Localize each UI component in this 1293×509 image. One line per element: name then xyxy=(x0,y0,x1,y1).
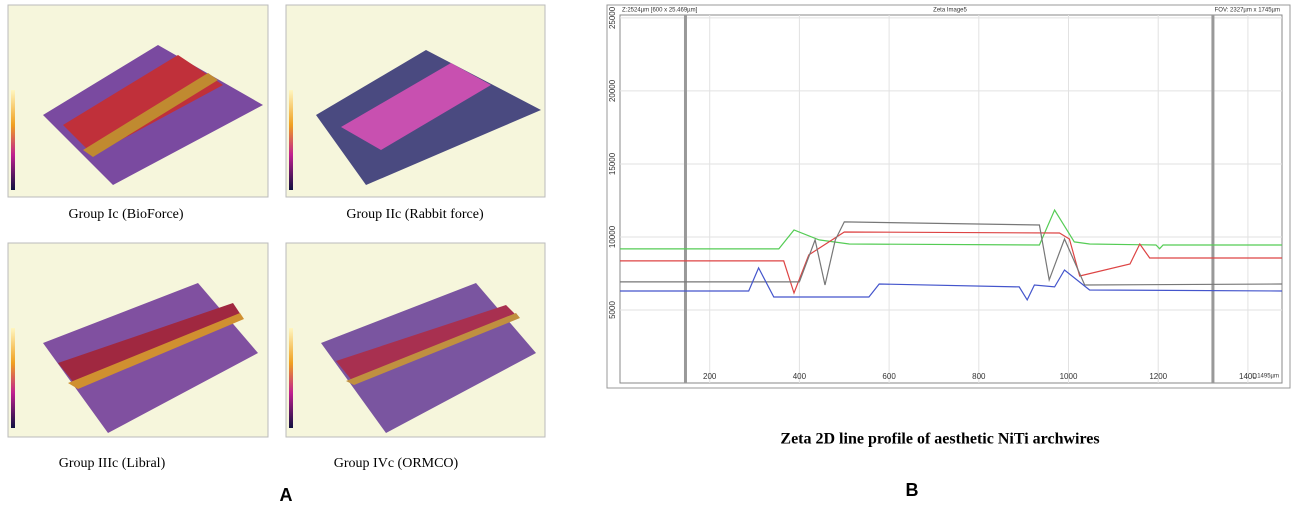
x-tick-label: 1200 xyxy=(1149,372,1167,381)
panel-label: B xyxy=(906,480,919,500)
surface-image xyxy=(286,5,545,197)
x-tick-label: 200 xyxy=(703,372,717,381)
caption: Group Ic (BioForce) xyxy=(68,207,183,222)
page: {"panel_a": {"label": "A", "captions": [… xyxy=(0,0,1293,509)
caption: Zeta 2D line profile of aesthetic NiTi a… xyxy=(780,431,1099,448)
surface-image xyxy=(286,243,545,437)
y-tick-label: 5000 xyxy=(608,301,617,319)
panel-label: A xyxy=(280,485,293,505)
figure: Group Ic (BioForce) Group IIc (Rabbit fo… xyxy=(0,0,1293,509)
x-tick-label: 1000 xyxy=(1060,372,1078,381)
x-tick-label: 400 xyxy=(793,372,807,381)
y-tick-label: 15000 xyxy=(608,152,617,175)
x-tick-label: 600 xyxy=(882,372,896,381)
surface-image xyxy=(8,5,268,197)
x-tick-label: 1400 xyxy=(1239,372,1257,381)
header-right: FOV: 2327µm x 1745µm xyxy=(1215,8,1280,14)
y-tick-label: 20000 xyxy=(608,79,617,102)
header-left: Z:2524µm [600 x 25.469µm] xyxy=(622,8,698,14)
surface-image xyxy=(8,243,268,437)
caption: Group IIIc (Libral) xyxy=(59,456,166,471)
caption: Group IVc (ORMCO) xyxy=(334,456,459,471)
x-tick-label: 800 xyxy=(972,372,986,381)
caption: Group IIc (Rabbit force) xyxy=(346,207,484,222)
plot-area xyxy=(620,15,1282,383)
y-tick-label: 10000 xyxy=(608,225,617,248)
y-tick-label: 25000 xyxy=(608,6,617,29)
chart-title: Zeta Image5 xyxy=(933,8,967,14)
